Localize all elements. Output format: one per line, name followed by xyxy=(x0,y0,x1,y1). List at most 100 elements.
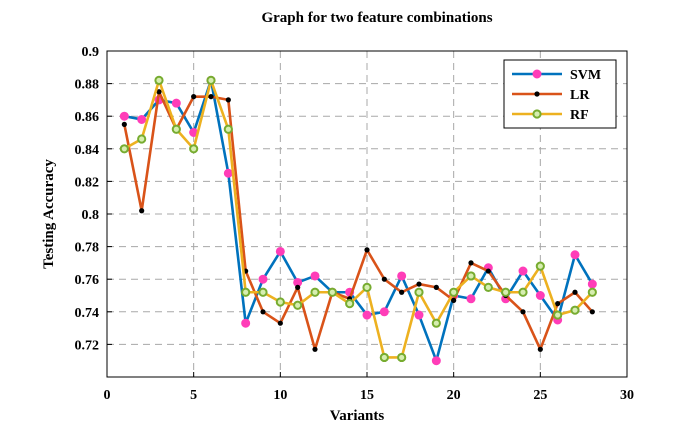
x-tick-label: 25 xyxy=(533,388,547,403)
rf-data-point xyxy=(587,287,597,297)
svm-data-point xyxy=(223,168,233,178)
svm-data-point xyxy=(466,294,476,304)
lr-data-point xyxy=(191,94,197,100)
y-axis-label: Testing Accuracy xyxy=(41,159,57,269)
lr-data-point xyxy=(260,309,266,315)
rf-data-point xyxy=(483,282,493,292)
rf-data-point xyxy=(449,287,459,297)
lr-data-point xyxy=(451,297,457,303)
rf-data-point xyxy=(518,287,528,297)
svm-data-point xyxy=(137,114,147,124)
rf-data-point xyxy=(345,299,355,309)
y-tick-label: 0.8 xyxy=(82,208,100,223)
legend: SVM LR RF xyxy=(503,59,617,129)
y-tick-label: 0.78 xyxy=(75,241,100,256)
svm-data-point xyxy=(171,98,181,108)
lr-data-point xyxy=(381,276,387,282)
rf-data-point xyxy=(327,287,337,297)
svm-data-point xyxy=(119,111,129,121)
rf-data-point xyxy=(119,144,129,154)
legend-swatch-marker xyxy=(532,109,542,119)
y-tick-label: 0.88 xyxy=(75,78,100,93)
lr-data-point xyxy=(537,346,543,352)
legend-label: LR xyxy=(570,88,590,103)
x-tick-label: 30 xyxy=(620,388,634,403)
svm-data-point xyxy=(535,291,545,300)
lr-data-point xyxy=(520,309,526,315)
lr-data-point xyxy=(364,247,370,253)
lr-series xyxy=(121,89,595,352)
svm-data-point xyxy=(397,271,407,281)
series-layer xyxy=(119,75,597,366)
lr-data-point xyxy=(572,289,578,295)
y-tick-label: 0.72 xyxy=(75,338,100,353)
legend-label: RF xyxy=(570,108,589,123)
lr-data-point xyxy=(468,260,474,266)
lr-data-point xyxy=(225,97,231,103)
rf-data-point xyxy=(293,300,303,310)
rf-data-point xyxy=(258,287,268,297)
legend-item-svm: SVM xyxy=(512,68,601,83)
x-tick-label: 5 xyxy=(190,388,197,403)
rf-data-point xyxy=(171,124,181,134)
y-tick-label: 0.74 xyxy=(75,306,100,321)
x-axis-label: Variants xyxy=(330,408,385,424)
svm-data-point xyxy=(258,274,268,284)
svm-data-point xyxy=(414,310,424,320)
y-tick-label: 0.76 xyxy=(75,273,100,288)
lr-data-point xyxy=(485,268,491,274)
svm-data-point xyxy=(431,356,441,366)
svm-data-point xyxy=(570,250,580,260)
legend-item-lr: LR xyxy=(512,88,590,103)
x-tick-label: 0 xyxy=(104,388,111,403)
rf-data-point xyxy=(414,287,424,297)
lr-data-point xyxy=(295,284,301,290)
rf-data-point xyxy=(206,75,216,85)
rf-data-point xyxy=(275,297,285,307)
lr-data-point xyxy=(312,346,318,352)
x-tick-label: 10 xyxy=(273,388,287,403)
svm-data-point xyxy=(241,318,251,328)
rf-data-point xyxy=(241,287,251,297)
rf-data-point xyxy=(501,287,511,297)
svm-data-point xyxy=(275,246,285,256)
svm-series-line xyxy=(124,79,594,363)
rf-data-point xyxy=(397,352,407,363)
rf-data-point xyxy=(137,134,147,144)
svm-data-point xyxy=(518,266,528,276)
chart-title: Graph for two feature combinations xyxy=(261,10,492,26)
y-tick-label: 0.84 xyxy=(75,143,100,158)
lr-data-point xyxy=(589,309,595,315)
legend-item-rf: RF xyxy=(512,108,589,123)
lr-data-point xyxy=(433,284,439,290)
legend-swatch-marker xyxy=(534,91,540,97)
y-tick-label: 0.86 xyxy=(75,110,100,125)
rf-data-point xyxy=(535,261,545,271)
lr-data-point xyxy=(139,208,145,214)
axis-ticks: 0 5 10 15 20 25 30 0.72 0.74 0.76 0.78 0.8 0.82 0.84 0… xyxy=(75,45,635,403)
rf-data-point xyxy=(362,282,372,292)
rf-data-point xyxy=(154,75,164,85)
rf-data-point xyxy=(431,318,441,328)
lr-data-point xyxy=(208,94,214,100)
x-tick-label: 20 xyxy=(447,388,461,403)
rf-data-point xyxy=(310,287,320,297)
rf-data-point xyxy=(553,310,563,320)
y-tick-label: 0.82 xyxy=(75,175,100,190)
rf-data-point xyxy=(223,124,233,134)
rf-series xyxy=(119,75,597,363)
lr-series-line xyxy=(123,90,594,351)
rf-data-point xyxy=(570,305,580,315)
lr-data-point xyxy=(416,281,422,287)
lr-data-point xyxy=(399,289,405,295)
rf-series-line xyxy=(123,79,594,359)
lr-data-point xyxy=(121,121,127,127)
rf-data-point xyxy=(466,271,476,281)
legend-swatch-marker xyxy=(532,69,542,79)
legend-label: SVM xyxy=(570,68,601,83)
rf-data-point xyxy=(379,352,389,363)
rf-data-point xyxy=(189,144,199,154)
svm-data-point xyxy=(587,279,597,289)
lr-data-point xyxy=(555,301,561,307)
